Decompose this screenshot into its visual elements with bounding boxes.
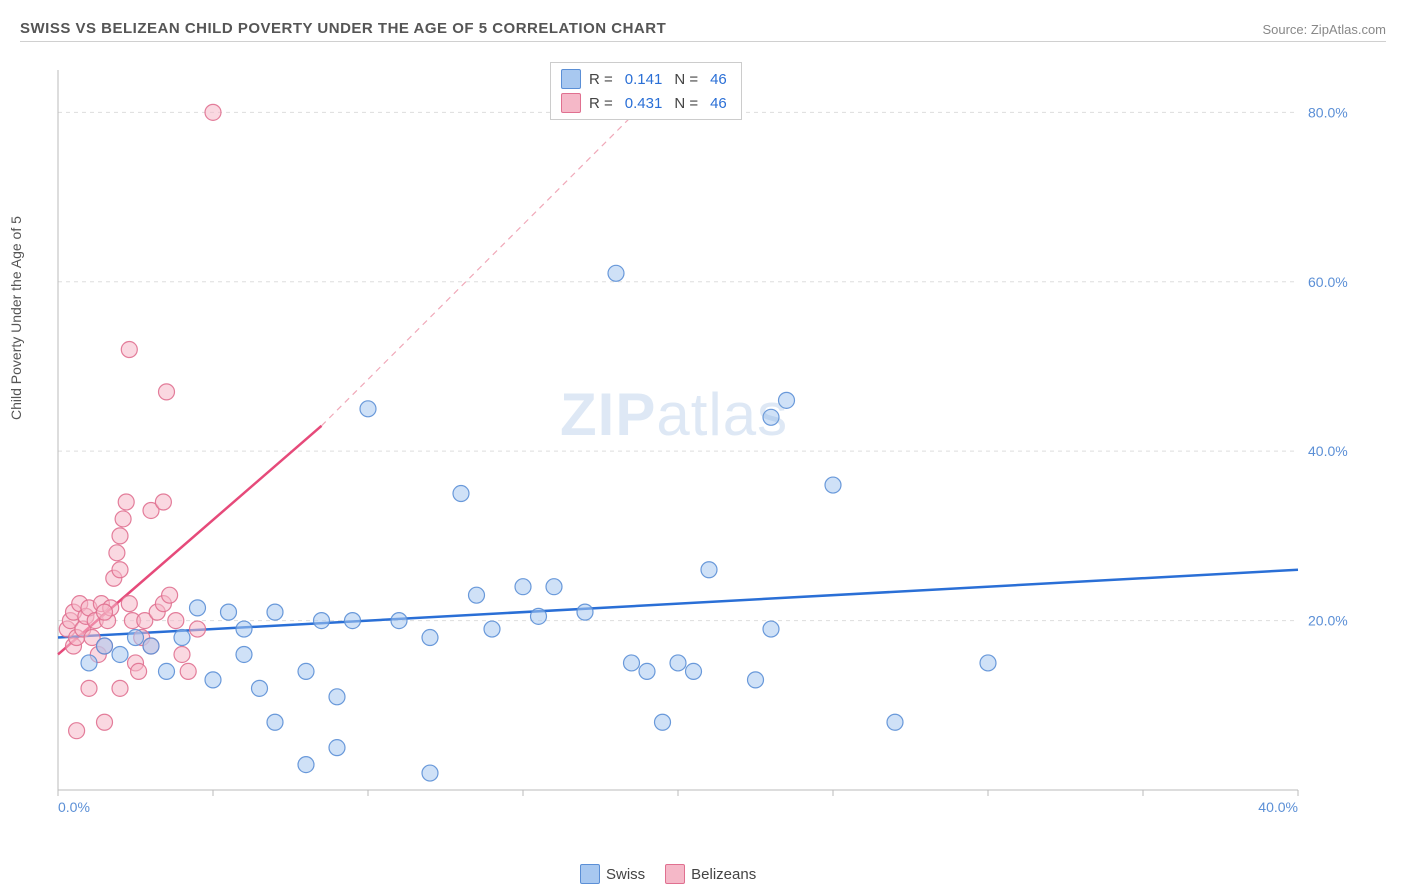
scatter-chart: 20.0% 40.0% 60.0% 80.0% 0.0% 40.0% (48, 60, 1368, 830)
svg-text:60.0%: 60.0% (1308, 274, 1348, 290)
data-point (515, 579, 531, 595)
data-point (115, 511, 131, 527)
data-point (639, 663, 655, 679)
data-point (112, 680, 128, 696)
data-point (190, 600, 206, 616)
data-point (174, 646, 190, 662)
data-point (118, 494, 134, 510)
data-point (531, 608, 547, 624)
data-point (121, 342, 137, 358)
swatch-belizeans (561, 93, 581, 113)
plot-area: 20.0% 40.0% 60.0% 80.0% 0.0% 40.0% (48, 60, 1368, 830)
data-point (267, 604, 283, 620)
svg-text:20.0%: 20.0% (1308, 613, 1348, 629)
data-point (69, 723, 85, 739)
legend-item-swiss: Swiss (580, 864, 645, 884)
swatch-belizeans-icon (665, 864, 685, 884)
data-point (112, 528, 128, 544)
data-point (128, 630, 144, 646)
data-point (205, 672, 221, 688)
data-point (329, 689, 345, 705)
data-point (360, 401, 376, 417)
data-point (453, 486, 469, 502)
data-point (670, 655, 686, 671)
data-point (980, 655, 996, 671)
data-point (109, 545, 125, 561)
stats-row-belizeans: R = 0.431 N = 46 (561, 91, 731, 115)
data-point (205, 104, 221, 120)
data-point (81, 655, 97, 671)
data-point (112, 562, 128, 578)
chart-title: SWISS VS BELIZEAN CHILD POVERTY UNDER TH… (20, 20, 666, 37)
data-point (159, 663, 175, 679)
data-point (577, 604, 593, 620)
data-point (252, 680, 268, 696)
data-point (422, 630, 438, 646)
data-point (748, 672, 764, 688)
data-point (190, 621, 206, 637)
data-point (143, 638, 159, 654)
source-label: Source: ZipAtlas.com (1262, 22, 1386, 37)
data-point (484, 621, 500, 637)
stats-legend: R = 0.141 N = 46 R = 0.431 N = 46 (550, 62, 742, 120)
svg-text:40.0%: 40.0% (1258, 799, 1298, 815)
data-point (329, 740, 345, 756)
data-point (97, 604, 113, 620)
data-point (159, 384, 175, 400)
data-point (345, 613, 361, 629)
data-point (686, 663, 702, 679)
data-point (221, 604, 237, 620)
data-point (298, 663, 314, 679)
data-point (546, 579, 562, 595)
data-point (422, 765, 438, 781)
data-point (168, 613, 184, 629)
data-point (97, 714, 113, 730)
data-point (391, 613, 407, 629)
data-point (267, 714, 283, 730)
data-point (314, 613, 330, 629)
data-point (81, 680, 97, 696)
data-point (97, 638, 113, 654)
stats-row-swiss: R = 0.141 N = 46 (561, 67, 731, 91)
data-point (121, 596, 137, 612)
title-bar: SWISS VS BELIZEAN CHILD POVERTY UNDER TH… (20, 10, 1386, 42)
data-point (180, 663, 196, 679)
svg-text:40.0%: 40.0% (1308, 443, 1348, 459)
legend-item-belizeans: Belizeans (665, 864, 756, 884)
data-point (298, 757, 314, 773)
swatch-swiss-icon (580, 864, 600, 884)
data-point (162, 587, 178, 603)
data-point (236, 621, 252, 637)
swatch-swiss (561, 69, 581, 89)
data-point (763, 621, 779, 637)
series-legend: Swiss Belizeans (580, 864, 756, 884)
y-axis-label: Child Poverty Under the Age of 5 (8, 216, 24, 420)
svg-text:0.0%: 0.0% (58, 799, 90, 815)
data-point (155, 494, 171, 510)
data-point (112, 646, 128, 662)
data-point (779, 392, 795, 408)
data-point (655, 714, 671, 730)
data-point (131, 663, 147, 679)
data-point (763, 409, 779, 425)
data-point (887, 714, 903, 730)
data-point (701, 562, 717, 578)
data-point (825, 477, 841, 493)
data-point (624, 655, 640, 671)
data-point (608, 265, 624, 281)
data-point (469, 587, 485, 603)
data-point (236, 646, 252, 662)
data-point (174, 630, 190, 646)
svg-text:80.0%: 80.0% (1308, 104, 1348, 120)
